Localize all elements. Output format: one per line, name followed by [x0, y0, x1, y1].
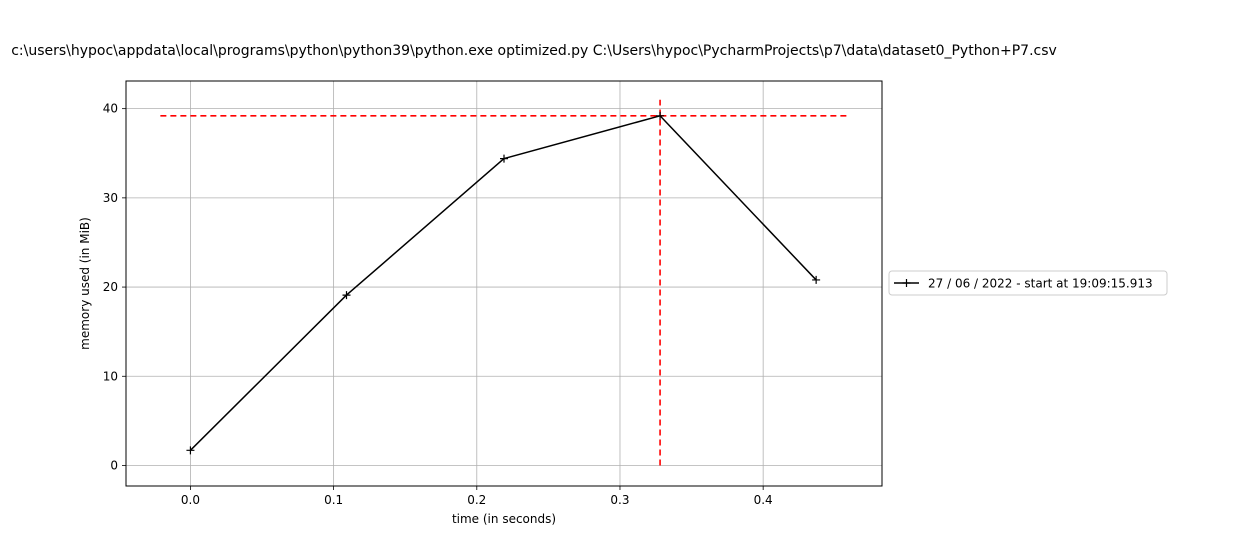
chart-title: c:\users\hypoc\appdata\local\programs\py…: [11, 43, 1057, 59]
x-tick-label: 0.4: [754, 493, 773, 507]
legend-box: [888, 270, 1168, 296]
y-axis-ticks: 0 10 20 30 40: [103, 102, 126, 472]
data-point-marker: [656, 111, 665, 120]
y-tick-label: 20: [103, 280, 118, 294]
x-tick-label: 0.3: [610, 493, 629, 507]
data-point-marker: [812, 275, 821, 284]
legend-marker: [902, 279, 911, 287]
y-tick-label: 40: [103, 102, 118, 116]
x-axis-label: time (in seconds): [452, 512, 556, 526]
x-axis-ticks: 0.0 0.1 0.2 0.3 0.4: [181, 486, 773, 507]
plot-area-frame: [125, 80, 883, 487]
x-tick-label: 0.1: [324, 493, 343, 507]
x-tick-label: 0.0: [181, 493, 200, 507]
y-axis-label: memory used (in MiB): [78, 217, 92, 350]
legend: 27 / 06 / 2022 - start at 19:09:15.913: [888, 270, 1168, 296]
y-tick-label: 30: [103, 191, 118, 205]
peak-markers: [160, 99, 848, 466]
data-series: [186, 111, 821, 455]
x-tick-label: 0.2: [467, 493, 486, 507]
y-tick-label: 10: [103, 369, 118, 383]
data-point-marker: [500, 154, 508, 163]
legend-entry-label: 27 / 06 / 2022 - start at 19:09:15.913: [928, 277, 1153, 291]
series-line: [189, 114, 817, 451]
grid-lines: [126, 81, 882, 486]
data-point-marker: [342, 291, 351, 300]
y-tick-label: 0: [110, 458, 118, 472]
data-point-marker: [186, 446, 195, 455]
